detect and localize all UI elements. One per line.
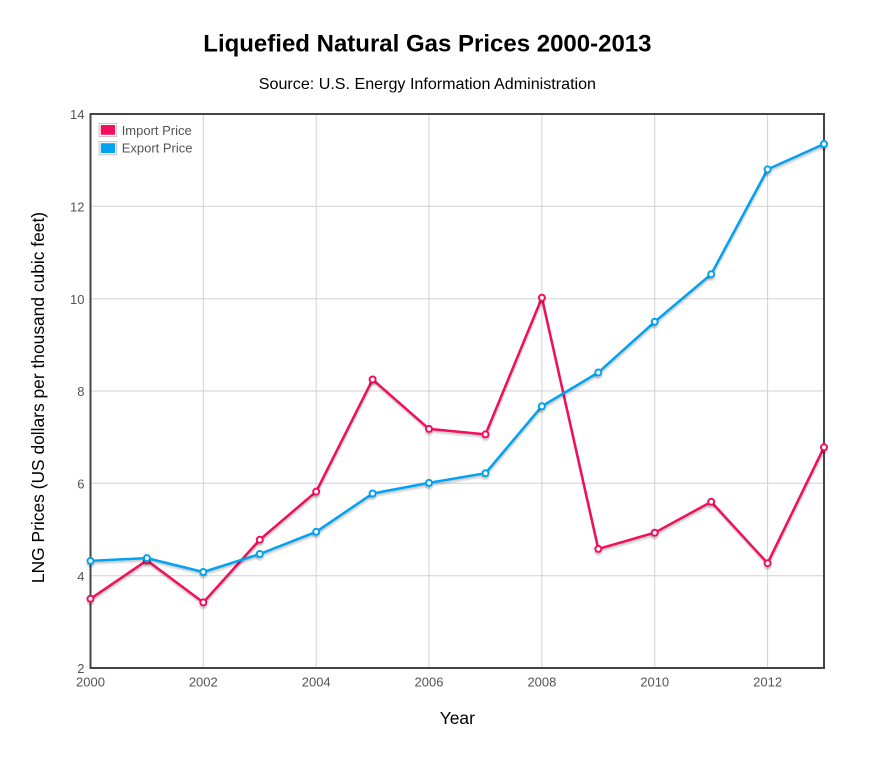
svg-text:6: 6 — [77, 477, 84, 492]
svg-text:12: 12 — [70, 200, 84, 215]
svg-text:2006: 2006 — [415, 675, 444, 690]
svg-text:2000: 2000 — [76, 675, 105, 690]
svg-text:Year: Year — [440, 708, 475, 728]
svg-text:2010: 2010 — [640, 675, 669, 690]
svg-text:Import Price: Import Price — [122, 123, 192, 138]
svg-text:LNG Prices (US dollars per tho: LNG Prices (US dollars per thousand cubi… — [28, 212, 48, 583]
svg-text:8: 8 — [77, 384, 84, 399]
svg-text:2008: 2008 — [527, 675, 556, 690]
svg-text:2: 2 — [77, 661, 84, 676]
svg-text:2002: 2002 — [189, 675, 218, 690]
svg-text:10: 10 — [70, 292, 84, 307]
svg-text:2012: 2012 — [753, 675, 782, 690]
svg-text:Export Price: Export Price — [122, 141, 193, 156]
svg-text:14: 14 — [70, 107, 84, 122]
svg-text:Liquefied Natural Gas Prices 2: Liquefied Natural Gas Prices 2000-2013 — [203, 30, 651, 57]
svg-text:2004: 2004 — [302, 675, 331, 690]
svg-text:4: 4 — [77, 569, 84, 584]
svg-text:Source: U.S. Energy Informatio: Source: U.S. Energy Information Administ… — [259, 75, 596, 93]
